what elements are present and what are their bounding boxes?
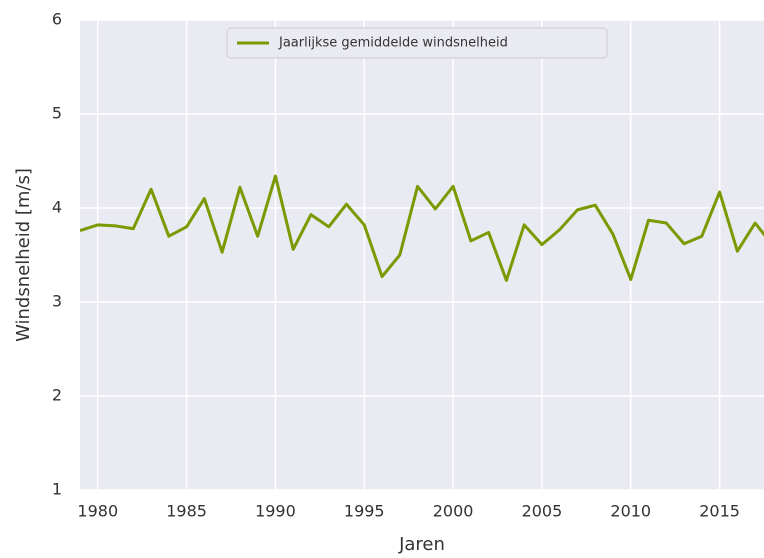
x-tick-label: 1985 <box>166 502 207 521</box>
x-tick-label: 1980 <box>77 502 118 521</box>
y-tick-label: 3 <box>52 292 62 311</box>
x-tick-label: 1990 <box>255 502 296 521</box>
y-tick-label: 5 <box>52 104 62 123</box>
x-tick-label: 2015 <box>699 502 740 521</box>
y-tick-label: 1 <box>52 480 62 499</box>
plot-area <box>80 20 764 490</box>
x-tick-label: 2010 <box>610 502 651 521</box>
legend-box <box>226 27 608 59</box>
y-tick-label: 6 <box>52 10 62 29</box>
data-line <box>80 174 764 282</box>
legend-label: Jaarlijkse gemiddelde windsnelheid <box>278 36 508 51</box>
y-axis-label: Windsnelheid [m/s] <box>13 168 34 342</box>
x-tick-label: 1995 <box>344 502 385 521</box>
y-tick-label: 4 <box>52 198 62 217</box>
y-tick-label: 2 <box>52 386 62 405</box>
x-tick-label: 2005 <box>522 502 563 521</box>
x-axis-label: Jaren <box>398 534 445 555</box>
x-tick-label: 2000 <box>433 502 474 521</box>
plot-clip <box>80 174 764 282</box>
